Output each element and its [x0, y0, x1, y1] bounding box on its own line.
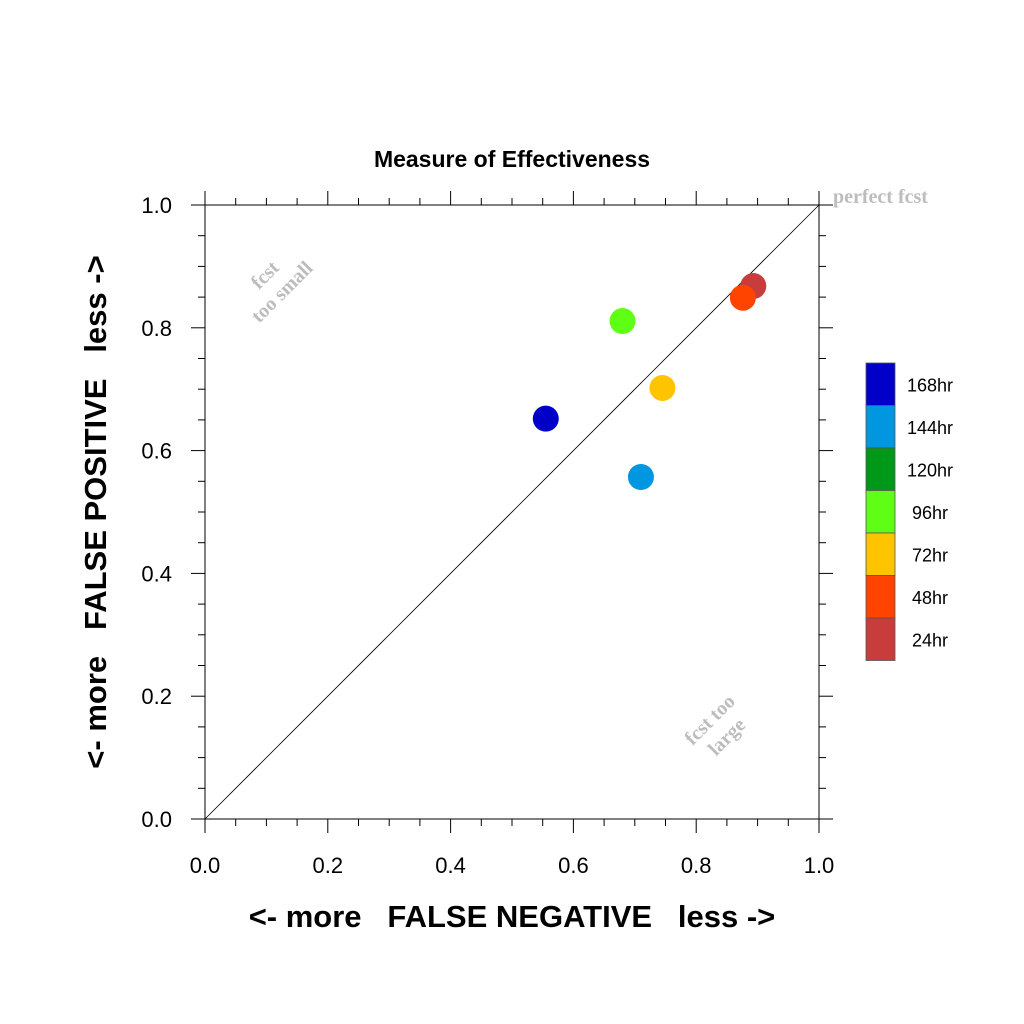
legend-swatch-168hr	[865, 362, 896, 406]
point-96hr	[609, 308, 636, 335]
y-tick-label: 0.0	[141, 807, 172, 832]
legend-label: 72hr	[912, 545, 948, 565]
legend-label: 48hr	[912, 588, 948, 608]
x-tick-label: 0.8	[681, 853, 712, 878]
legend-label: 24hr	[912, 630, 948, 650]
x-tick-label: 0.6	[558, 853, 589, 878]
legend-label: 120hr	[907, 460, 953, 480]
axis-tick-labels: 0.0 0.2 0.4 0.6 0.8 1.0 0.0 0.2 0.4 0.6 0.8 1.0	[141, 193, 834, 878]
legend-label: 144hr	[907, 418, 953, 438]
chart-title: Measure of Effectiveness	[374, 146, 650, 172]
y-axis-label: <- more FALSE POSITIVE less ->	[78, 255, 113, 768]
legend-label: 96hr	[912, 503, 948, 523]
point-48hr	[729, 284, 756, 311]
diagonal-reference-line	[204, 204, 820, 820]
x-tick-label: 1.0	[804, 853, 835, 878]
legend-label: 168hr	[907, 375, 953, 395]
legend-swatch-144hr	[865, 405, 896, 449]
legend-swatch-24hr	[865, 617, 896, 661]
data-points	[532, 273, 767, 491]
perfect-fcst-annotation: perfect fcst	[833, 186, 928, 208]
y-tick-label: 1.0	[141, 193, 172, 218]
fcst-too-large-annotation: fcst too large	[681, 691, 751, 761]
legend-swatch-72hr	[865, 532, 896, 576]
y-tick-label: 0.6	[141, 439, 172, 464]
x-tick-label: 0.4	[435, 853, 466, 878]
axis-ticks	[191, 191, 833, 833]
legend-swatch-96hr	[865, 490, 896, 534]
x-axis-label: <- more FALSE NEGATIVE less ->	[249, 899, 776, 934]
y-tick-label: 0.8	[141, 316, 172, 341]
legend-swatch-120hr	[865, 447, 896, 491]
x-tick-label: 0.2	[313, 853, 344, 878]
legend: 168hr 144hr 120hr 96hr 72hr 48hr 24hr	[865, 362, 953, 661]
y-tick-label: 0.4	[141, 561, 172, 586]
x-tick-label: 0.0	[190, 853, 221, 878]
point-72hr	[649, 374, 676, 401]
legend-swatch-48hr	[865, 575, 896, 619]
point-144hr	[627, 464, 654, 491]
y-tick-label: 0.2	[141, 684, 172, 709]
fcst-too-small-annotation: fcst too small	[247, 257, 318, 328]
point-168hr	[532, 405, 559, 432]
